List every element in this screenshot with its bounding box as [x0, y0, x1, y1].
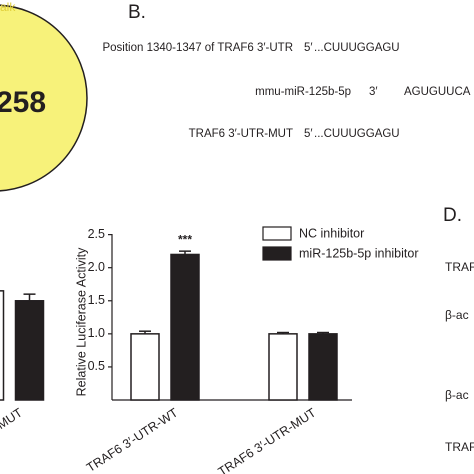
sequence-strand: 5′: [304, 128, 313, 140]
sequence: AGUGUUCA: [404, 86, 471, 98]
sequence-strand: 5′: [304, 42, 313, 54]
y-axis-label: Relative Luciferase Activity: [74, 247, 88, 396]
bar: [130, 333, 160, 401]
sequence-label: Position 1340-1347 of TRAF6 3′-UTR: [102, 42, 293, 54]
legend-label: miR-125b-5p inhibitor: [299, 246, 419, 260]
venn-label: alk: [0, 0, 16, 14]
x-tick-label: MUT: [0, 405, 25, 432]
y-tick-label: 1.5: [88, 293, 105, 307]
panel-label: B.: [128, 2, 146, 23]
sequence-label: TRAF6 3′-UTR-MUT: [189, 128, 293, 140]
bar: [308, 333, 338, 401]
legend-swatch: [262, 226, 292, 241]
x-tick-label: TRAF6 3′-UTR-MUT: [216, 405, 319, 474]
bar: [0, 290, 5, 401]
y-tick-label: 0.5: [88, 359, 105, 373]
y-tick-label: 1.0: [88, 326, 105, 340]
bar: [170, 253, 200, 401]
sequence: ...CUUUGGAGU: [314, 42, 400, 54]
legend-label: NC inhibitor: [299, 226, 364, 240]
annotation: ***: [178, 232, 192, 246]
bar: [14, 300, 45, 401]
x-tick-label: TRAF6 3′-UTR-WT: [84, 405, 181, 474]
venn-count: 258: [0, 86, 46, 119]
bar: [268, 333, 298, 401]
y-tick-label: 2.0: [88, 260, 105, 274]
panel-label: D.: [443, 205, 462, 226]
blot-label: TRAF: [445, 260, 474, 274]
blot-label: TRAF: [445, 440, 474, 454]
blot-label: β-ac: [445, 308, 469, 322]
legend-swatch: [262, 246, 292, 261]
y-tick-label: 2.5: [88, 227, 105, 241]
venn-circle: [0, 4, 88, 192]
blot-label: β-ac: [445, 388, 469, 402]
sequence: ...CUUUGGAGU: [314, 128, 400, 140]
sequence-strand: 3′: [369, 86, 378, 98]
sequence-label: mmu-miR-125b-5p: [255, 86, 351, 98]
